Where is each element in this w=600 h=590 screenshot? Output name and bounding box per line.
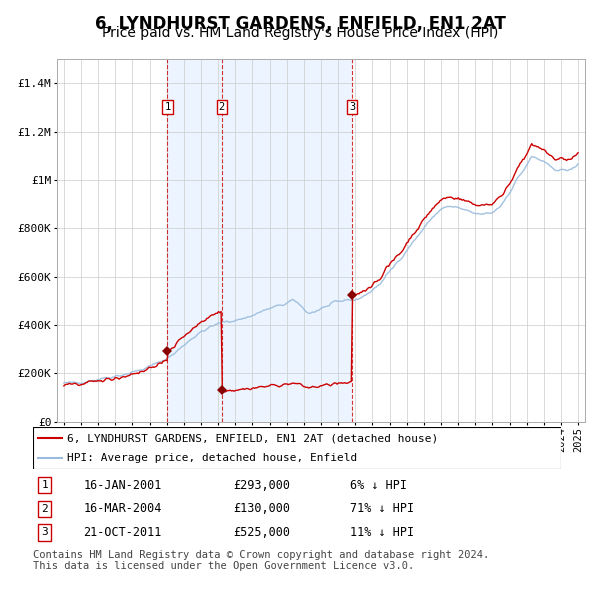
Text: £293,000: £293,000 bbox=[233, 478, 290, 492]
Text: 11% ↓ HPI: 11% ↓ HPI bbox=[350, 526, 414, 539]
Text: £130,000: £130,000 bbox=[233, 502, 290, 516]
Text: £525,000: £525,000 bbox=[233, 526, 290, 539]
Text: 16-MAR-2004: 16-MAR-2004 bbox=[83, 502, 161, 516]
Text: HPI: Average price, detached house, Enfield: HPI: Average price, detached house, Enfi… bbox=[67, 453, 358, 463]
Text: 6% ↓ HPI: 6% ↓ HPI bbox=[350, 478, 407, 492]
Text: 3: 3 bbox=[41, 527, 48, 537]
Text: 2: 2 bbox=[41, 504, 48, 514]
Text: 6, LYNDHURST GARDENS, ENFIELD, EN1 2AT: 6, LYNDHURST GARDENS, ENFIELD, EN1 2AT bbox=[95, 15, 505, 33]
Text: 16-JAN-2001: 16-JAN-2001 bbox=[83, 478, 161, 492]
Text: 1: 1 bbox=[164, 103, 170, 112]
Text: Contains HM Land Registry data © Crown copyright and database right 2024.
This d: Contains HM Land Registry data © Crown c… bbox=[33, 550, 489, 572]
Text: Price paid vs. HM Land Registry's House Price Index (HPI): Price paid vs. HM Land Registry's House … bbox=[102, 26, 498, 40]
Text: 71% ↓ HPI: 71% ↓ HPI bbox=[350, 502, 414, 516]
Text: 2: 2 bbox=[218, 103, 225, 112]
Text: 21-OCT-2011: 21-OCT-2011 bbox=[83, 526, 161, 539]
Text: 3: 3 bbox=[349, 103, 355, 112]
Bar bbox=[167, 59, 352, 422]
Text: 6, LYNDHURST GARDENS, ENFIELD, EN1 2AT (detached house): 6, LYNDHURST GARDENS, ENFIELD, EN1 2AT (… bbox=[67, 433, 439, 443]
Text: 1: 1 bbox=[41, 480, 48, 490]
